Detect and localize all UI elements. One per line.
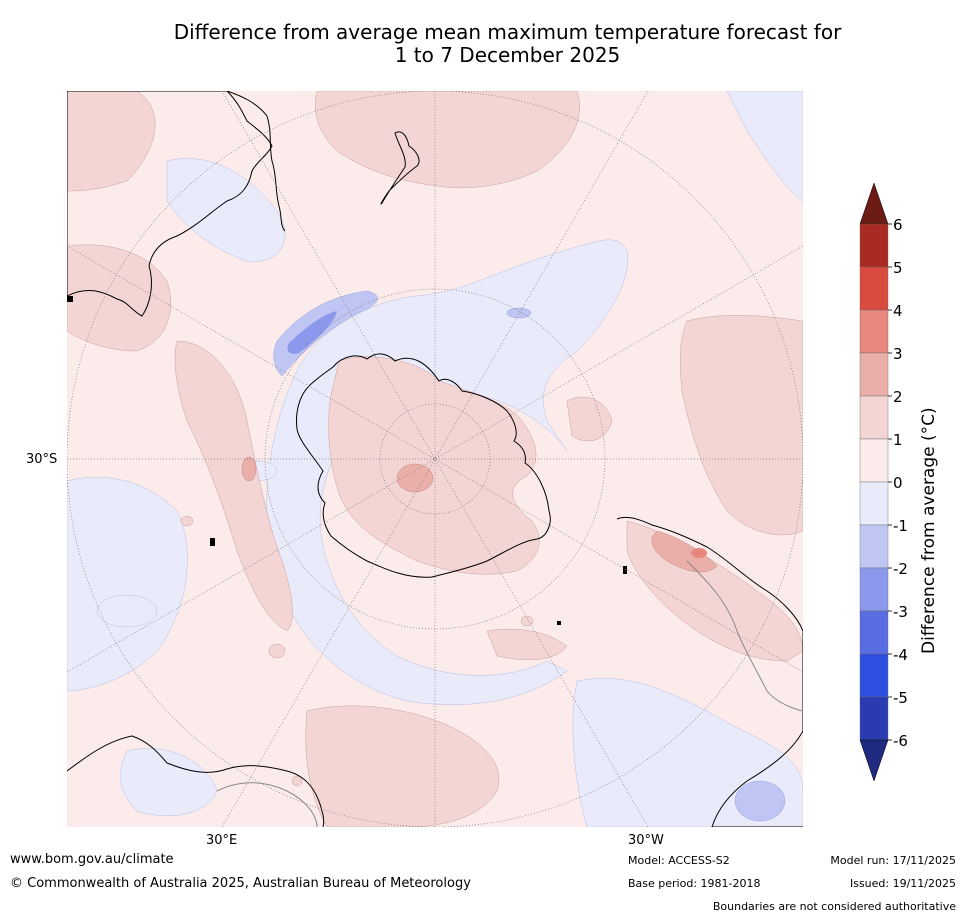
copyright: © Commonwealth of Australia 2025, Austra…	[10, 876, 471, 891]
latitude-label-30s: 30°S	[26, 452, 57, 467]
colorbar-bin	[860, 310, 888, 353]
website-link[interactable]: www.bom.gov.au/climate	[10, 852, 174, 867]
colorbar-bin	[860, 267, 888, 310]
colorbar-tick-label: 2	[893, 388, 903, 406]
colorbar-bins	[860, 183, 888, 781]
colorbar-tick-label: -4	[893, 646, 908, 664]
colorbar-tick-label: 0	[893, 474, 903, 492]
issued-date: Issued: 19/11/2025	[850, 877, 956, 890]
colorbar-bin	[860, 396, 888, 439]
colorbar-bin	[860, 697, 888, 740]
colorbar-tick-label: 1	[893, 431, 903, 449]
warm-anomaly-3-4	[691, 548, 707, 558]
colorbar-ticks: 6 5 4 3 2 1 0 -1 -2 -3 -4 -5 -6	[888, 216, 908, 750]
colorbar-bin	[860, 611, 888, 654]
title-line-2: 1 to 7 December 2025	[60, 44, 955, 67]
colorbar-bin	[860, 568, 888, 611]
colorbar-bin	[860, 654, 888, 697]
colorbar-tick-label: -6	[893, 732, 908, 750]
colorbar-tick-label: 4	[893, 302, 903, 320]
colorbar-bin-above	[860, 183, 888, 224]
colorbar-label: Difference from average (°C)	[919, 407, 939, 654]
colorbar-bin-below	[860, 740, 888, 781]
longitude-label-30e: 30°E	[206, 833, 237, 848]
base-period: Base period: 1981-2018	[628, 877, 760, 890]
anomaly-map[interactable]	[67, 91, 803, 827]
colorbar-bin	[860, 482, 888, 525]
colorbar-bin	[860, 353, 888, 396]
colorbar-bin	[860, 525, 888, 568]
disclaimer: Boundaries are not considered authoritat…	[713, 900, 956, 913]
colorbar-tick-label: 6	[893, 216, 903, 234]
colorbar-bin	[860, 224, 888, 267]
colorbar-tick-label: -1	[893, 517, 908, 535]
longitude-label-30w: 30°W	[628, 833, 664, 848]
model-name: Model: ACCESS-S2	[628, 854, 730, 867]
title-line-1: Difference from average mean maximum tem…	[60, 21, 955, 44]
colorbar-tick-label: -3	[893, 603, 908, 621]
colorbar-tick-label: 3	[893, 345, 903, 363]
model-run: Model run: 17/11/2025	[830, 854, 956, 867]
colorbar-tick-label: -5	[893, 689, 908, 707]
colorbar-tick-label: 5	[893, 259, 903, 277]
colorbar-bin	[860, 439, 888, 482]
colorbar-tick-label: -2	[893, 560, 908, 578]
chart-title: Difference from average mean maximum tem…	[60, 21, 955, 67]
